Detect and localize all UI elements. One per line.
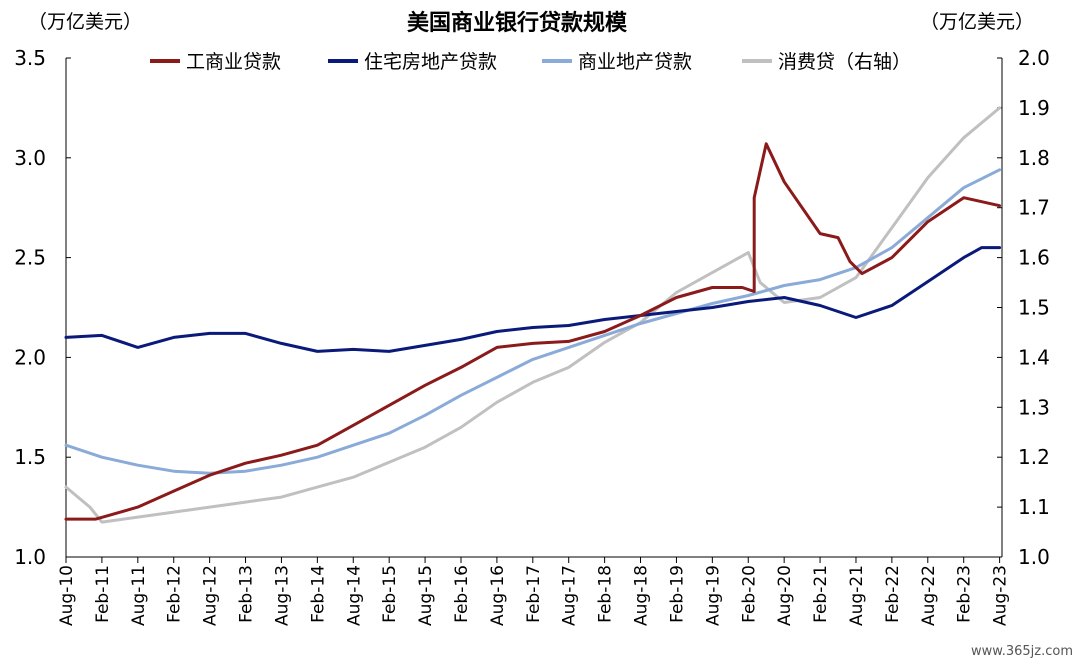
x-tick-label: Aug-12 — [201, 565, 221, 626]
left-tick-label: 3.5 — [14, 46, 46, 70]
x-tick-label: Aug-18 — [632, 565, 652, 626]
right-tick-label: 1.9 — [1018, 96, 1050, 120]
x-tick-label: Feb-23 — [955, 565, 975, 623]
x-tick-label: Feb-13 — [237, 565, 257, 623]
right-tick-label: 1.0 — [1018, 545, 1050, 569]
left-tick-label: 3.0 — [14, 146, 46, 170]
x-tick-label: Aug-23 — [991, 565, 1011, 626]
left-tick-label: 1.0 — [14, 545, 46, 569]
x-ticks: Aug-10 Feb-11 Aug-11 Feb-12 Aug-12 Feb-13 Aug-… — [57, 557, 1011, 626]
x-tick-label: Feb-22 — [883, 565, 903, 623]
series-line — [64, 106, 1002, 524]
right-tick-label: 2.0 — [1018, 46, 1050, 70]
x-tick-label: Aug-14 — [344, 565, 364, 626]
axes — [65, 58, 1003, 558]
legend-label: 商业地产贷款 — [578, 51, 692, 73]
x-tick-label: Aug-15 — [416, 565, 436, 626]
series-line — [64, 142, 1002, 521]
left-tick-label: 2.0 — [14, 345, 46, 369]
right-tick-label: 1.2 — [1018, 445, 1050, 469]
right-tick-label: 1.3 — [1018, 395, 1050, 419]
x-tick-label: Aug-10 — [57, 565, 77, 626]
right-tick-label: 1.6 — [1018, 246, 1050, 270]
right-tick-label: 1.4 — [1018, 345, 1050, 369]
x-tick-label: Aug-22 — [919, 565, 939, 626]
x-tick-label: Feb-11 — [93, 565, 113, 623]
x-tick-label: Feb-20 — [739, 565, 759, 623]
x-tick-label: Feb-17 — [524, 565, 544, 623]
x-tick-label: Feb-12 — [165, 565, 185, 623]
legend-label: 消费贷（右轴） — [778, 51, 911, 73]
right-tick-label: 1.8 — [1018, 146, 1050, 170]
x-tick-label: Aug-11 — [129, 565, 149, 626]
right-y-ticks: 1.0 1.1 1.2 1.3 1.4 1.5 1.6 1.7 1.8 1.9 2.0 — [997, 46, 1050, 569]
x-tick-label: Feb-19 — [667, 565, 687, 623]
x-tick-label: Aug-16 — [488, 565, 508, 626]
chart-title: 美国商业银行贷款规模 — [407, 10, 628, 36]
x-tick-label: Feb-18 — [596, 565, 616, 623]
x-tick-label: Feb-15 — [380, 565, 400, 623]
left-tick-label: 1.5 — [14, 445, 46, 469]
right-tick-label: 1.5 — [1018, 296, 1050, 320]
x-tick-label: Aug-17 — [560, 565, 580, 626]
left-axis-unit: （万亿美元） — [28, 11, 142, 33]
watermark: www.365jz.com — [971, 644, 1073, 659]
series-line — [64, 246, 1002, 353]
x-tick-label: Feb-21 — [811, 565, 831, 623]
right-axis-unit: （万亿美元） — [920, 11, 1034, 33]
x-tick-label: Feb-14 — [308, 565, 328, 623]
x-tick-label: Aug-20 — [775, 565, 795, 626]
right-tick-label: 1.1 — [1018, 495, 1050, 519]
series-lines — [64, 106, 1002, 524]
left-tick-label: 2.5 — [14, 246, 46, 270]
x-tick-label: Aug-19 — [703, 565, 723, 626]
left-y-ticks: 1.0 1.5 2.0 2.5 3.0 3.5 — [14, 46, 71, 569]
x-tick-label: Aug-21 — [847, 565, 867, 626]
legend-label: 住宅房地产贷款 — [364, 51, 497, 73]
legend-label: 工商业贷款 — [186, 51, 281, 73]
right-tick-label: 1.7 — [1018, 196, 1050, 220]
legend: 工商业贷款 住宅房地产贷款 商业地产贷款 消费贷（右轴） — [150, 51, 911, 73]
x-tick-label: Feb-16 — [452, 565, 472, 623]
x-tick-label: Aug-13 — [272, 565, 292, 626]
series-line — [64, 168, 1002, 475]
